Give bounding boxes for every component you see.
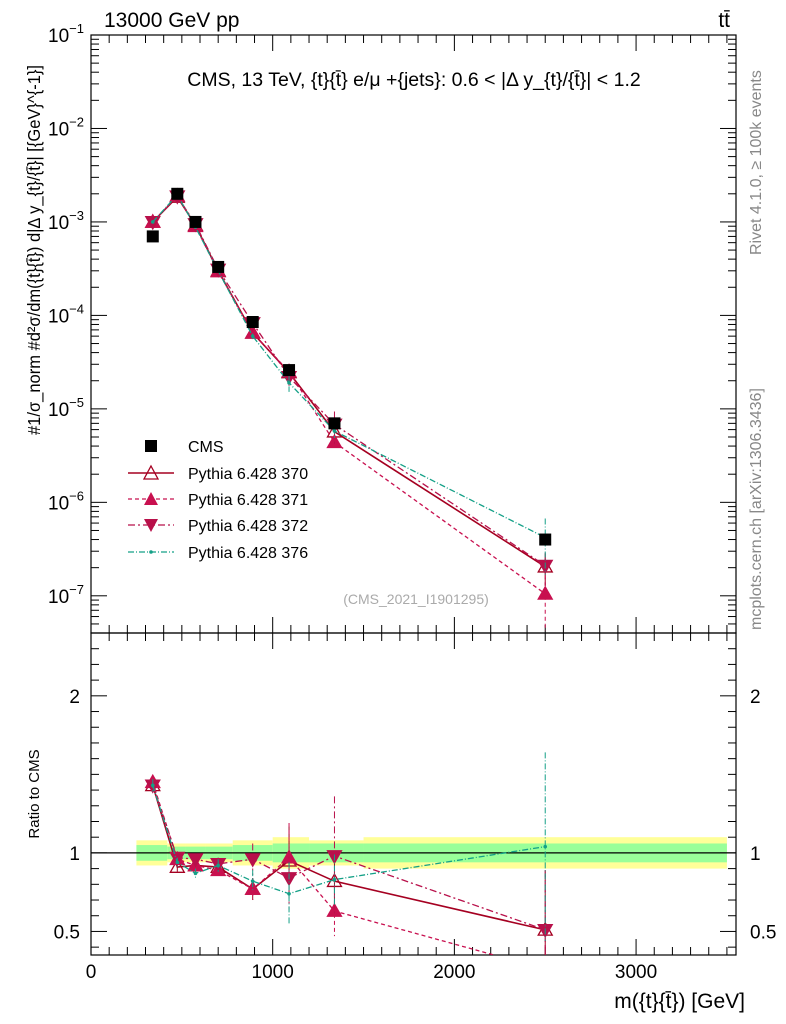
legend-marker-376 <box>149 550 153 554</box>
x-tick-label: 0 <box>86 962 97 983</box>
ratio-point-3 <box>175 860 180 865</box>
energy-label: 13000 GeV pp <box>104 9 239 32</box>
legend-marker-370 <box>142 464 160 480</box>
data-point-cms <box>212 260 225 273</box>
ratio-point-1 <box>244 880 261 895</box>
series-point-3 <box>250 334 255 338</box>
legend-label-370: Pythia 6.428 370 <box>188 466 308 483</box>
y-axis-label-main: #1/σ_norm #d²σ/dm({t}{t̄}) d|Δ y_{t}/{t̄… <box>24 65 45 435</box>
y-tick-label-ratio: 0.5 <box>54 922 80 943</box>
main-series-layer <box>144 187 554 632</box>
legend-label-cms: CMS <box>188 439 224 456</box>
data-point-cms <box>328 417 341 430</box>
ratio-point-3 <box>287 891 291 896</box>
chart-title: CMS, 13 TeV, {t}{t̄} e/μ +{jets}: 0.6 < … <box>187 69 640 91</box>
main-panel-frame <box>90 34 737 634</box>
data-point-cms <box>246 315 259 328</box>
y-tick-label-main: 10−4 <box>48 301 84 327</box>
y-tick-label-main: 10−6 <box>48 488 84 514</box>
y-tick-label-main: 10−5 <box>48 395 84 421</box>
series-point-1 <box>537 585 554 600</box>
y-tick-label-ratio-right: 2 <box>750 687 761 708</box>
data-point-cms <box>146 230 159 243</box>
y-tick-label-main: 10−2 <box>48 114 84 140</box>
rivet-label: Rivet 4.1.0, ≥ 100k events <box>748 70 765 255</box>
analysis-tag: (CMS_2021_I1901295) <box>343 591 489 607</box>
data-point-cms <box>539 533 552 546</box>
series-point-3 <box>150 220 155 224</box>
x-tick-label: 3000 <box>615 962 657 983</box>
ratio-uncertainty-bands <box>91 837 736 869</box>
x-tick-label: 2000 <box>433 962 475 983</box>
ratio-line-3 <box>152 785 546 895</box>
ratio-point-0 <box>169 858 186 873</box>
ratio-point-1 <box>538 962 552 974</box>
legend: CMS Pythia 6.428 370 Pythia 6.428 371 Py… <box>128 439 308 562</box>
y-tick-label-ratio: 2 <box>69 687 80 708</box>
y-tick-label-main: 10−1 <box>48 21 84 47</box>
series-line-2 <box>152 195 546 567</box>
ratio-point-3 <box>250 879 255 883</box>
series-line-3 <box>152 193 546 539</box>
legend-label-376: Pythia 6.428 376 <box>188 545 308 562</box>
ratio-point-2 <box>244 853 261 868</box>
legend-label-372: Pythia 6.428 372 <box>188 518 308 535</box>
ratio-point-1 <box>326 902 343 917</box>
y-tick-label-main: 10−7 <box>48 582 84 608</box>
data-point-cms <box>171 187 184 200</box>
ratio-point-3 <box>332 877 337 882</box>
y-tick-label-ratio: 1 <box>69 844 80 865</box>
ratio-point-3 <box>193 871 198 876</box>
y-tick-label-ratio-right: 1 <box>750 844 761 865</box>
process-label: tt̄ <box>718 9 730 32</box>
y-tick-label-main: 10−3 <box>48 208 84 234</box>
x-axis-label: m({t}{t̄}) [GeV] <box>614 990 745 1013</box>
y-tick-label-ratio-right: 0.5 <box>750 922 776 943</box>
series-point-3 <box>332 429 337 433</box>
series-point-1 <box>326 433 343 449</box>
ratio-line-0 <box>152 785 546 931</box>
ratio-series-layer <box>144 752 554 974</box>
ratio-point-3 <box>150 783 155 788</box>
legend-marker-cms <box>145 440 157 452</box>
ratio-point-3 <box>216 863 220 868</box>
mcplots-label: mcplots.cern.ch [arXiv:1306.3436] <box>748 388 765 630</box>
ratio-point-3 <box>543 844 548 849</box>
data-point-cms <box>283 364 296 377</box>
y-axis-label-ratio: Ratio to CMS <box>26 749 43 838</box>
axis-tick-labels: 0 1000 2000 3000 10−1 10−2 10−3 10−4 10−5 10−6 10−… <box>48 21 776 983</box>
series-point-3 <box>287 381 291 385</box>
ratio-point-2 <box>187 853 204 868</box>
ratio-panel-frame <box>90 632 737 956</box>
x-tick-label: 1000 <box>252 962 294 983</box>
data-point-cms <box>189 215 202 228</box>
legend-marker-372 <box>144 519 158 532</box>
legend-label-371: Pythia 6.428 371 <box>188 492 308 509</box>
legend-marker-371 <box>144 492 158 505</box>
ratio-line-1 <box>152 782 497 955</box>
series-line-0 <box>152 195 546 568</box>
